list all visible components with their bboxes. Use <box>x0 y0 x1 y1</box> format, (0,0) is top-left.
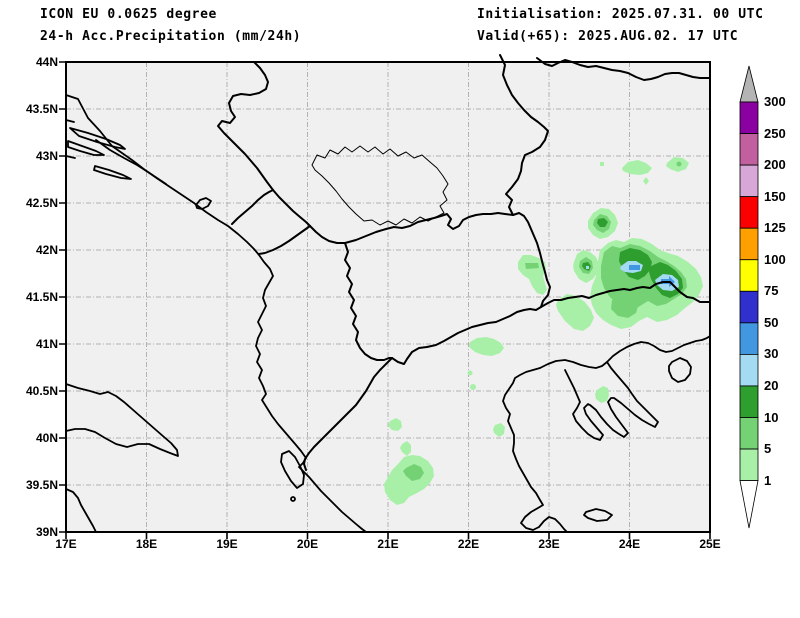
y-axis-tick-label: 42N <box>35 243 58 257</box>
y-axis-tick-label: 44N <box>35 55 58 69</box>
coastline-channel <box>95 139 167 185</box>
colorbar-tick-label: 150 <box>764 188 786 204</box>
colorbar-segment <box>739 322 759 355</box>
colorbar-segment <box>739 133 759 166</box>
x-axis-tick-label: 20E <box>296 537 319 551</box>
y-axis-tick-label: 40.5N <box>25 384 58 398</box>
border-macedonia-bulgaria <box>512 212 551 308</box>
colorbar-segment <box>739 227 759 261</box>
coastline-thermaic-west <box>502 367 568 533</box>
bay-of-kotor <box>195 197 212 210</box>
coastline-north-aegean <box>539 335 711 369</box>
valid-time-label: Valid(+65): 2025.AUG.02. 17 UTC <box>477 29 739 44</box>
border-danube-bulgaria-romania <box>536 57 711 81</box>
island-sporades <box>583 508 613 522</box>
border-greece-macedonia <box>391 306 542 365</box>
border-greece-bulgaria <box>540 281 711 308</box>
island-thassos <box>668 357 692 383</box>
island-corfu <box>280 450 305 489</box>
border-kosovo-serbia <box>311 145 449 226</box>
colorbar <box>739 65 759 529</box>
colorbar-segment <box>739 290 759 324</box>
y-axis-tick-label: 40N <box>35 431 58 445</box>
colorbar-tick-label: 50 <box>764 314 779 330</box>
x-axis-tick-label: 21E <box>377 537 399 551</box>
colorbar-tick-label: 300 <box>764 94 786 109</box>
x-axis-tick-label: 18E <box>135 537 158 551</box>
y-axis-tick-label: 43.5N <box>25 102 58 116</box>
y-axis-tick-label: 39.5N <box>25 478 58 492</box>
border-bosnia-serbia-drina <box>217 61 311 227</box>
y-axis-tick-label: 41.5N <box>25 290 58 304</box>
y-axis-tick-label: 43N <box>35 149 58 163</box>
coastline-apulia <box>65 383 179 457</box>
colorbar-tick-label: 250 <box>764 125 786 141</box>
country-borders <box>217 54 711 471</box>
product-title: 24-h Acc.Precipitation (mm/24h) <box>40 29 302 44</box>
x-axis-tick-label: 19E <box>216 537 238 551</box>
island-mljet <box>93 165 132 180</box>
colorbar-segment <box>739 385 759 418</box>
coastline-calabria <box>65 488 97 533</box>
model-title: ICON EU 0.0625 degree <box>40 7 217 22</box>
y-axis-tick-label: 39N <box>35 525 58 539</box>
islet-left-edge-a <box>65 119 75 123</box>
islet-left-edge-b <box>65 155 76 159</box>
colorbar-tick-label: 100 <box>764 251 786 267</box>
colorbar-segment <box>739 448 759 481</box>
colorbar-overflow-arrow <box>739 65 759 103</box>
coastline-chalkidiki <box>564 361 659 441</box>
x-axis-tick-label: 24E <box>618 537 641 551</box>
colorbar-tick-label: 1 <box>764 472 772 488</box>
island-paxos <box>290 496 296 502</box>
colorbar-tick-label: 30 <box>764 346 779 362</box>
border-albania-greece <box>303 357 393 471</box>
colorbar-tick-label: 5 <box>764 441 772 457</box>
x-axis-tick-label: 17E <box>55 537 77 551</box>
border-montenegro-bosnia <box>231 189 274 225</box>
border-macedonia-serbia <box>344 212 514 244</box>
colorbar-segment <box>739 164 759 198</box>
init-time-label: Initialisation: 2025.07.31. 00 UTC <box>477 7 764 22</box>
island-korcula <box>67 140 105 156</box>
colorbar-tick-label: 10 <box>764 409 779 425</box>
x-axis-tick-label: 22E <box>457 537 480 551</box>
x-axis-tick-label: 23E <box>538 537 560 551</box>
island-brac-hvar <box>69 127 126 150</box>
colorbar-segment <box>739 101 759 134</box>
colorbar-tick-label: 75 <box>764 283 779 299</box>
x-axis-tick-label: 25E <box>699 537 721 551</box>
colorbar-tick-label: 125 <box>764 220 786 236</box>
border-serbia-bulgaria <box>499 54 549 216</box>
coastline-adriatic-ionian <box>65 94 367 533</box>
colorbar-underflow-arrow <box>739 480 759 529</box>
y-axis-tick-label: 41N <box>35 337 58 351</box>
colorbar-segment <box>739 196 759 229</box>
colorbar-segment <box>739 259 759 292</box>
axis-ticks <box>59 61 711 539</box>
coastlines <box>65 94 711 533</box>
colorbar-tick-label: 200 <box>764 157 786 173</box>
border-kosovo-albania <box>309 225 346 244</box>
border-montenegro-albania <box>258 225 311 255</box>
y-axis-tick-label: 42.5N <box>25 196 58 210</box>
colorbar-segment <box>739 353 759 387</box>
border-albania-macedonia <box>344 242 393 361</box>
colorbar-segment <box>739 417 759 450</box>
colorbar-tick-label: 20 <box>764 377 779 393</box>
